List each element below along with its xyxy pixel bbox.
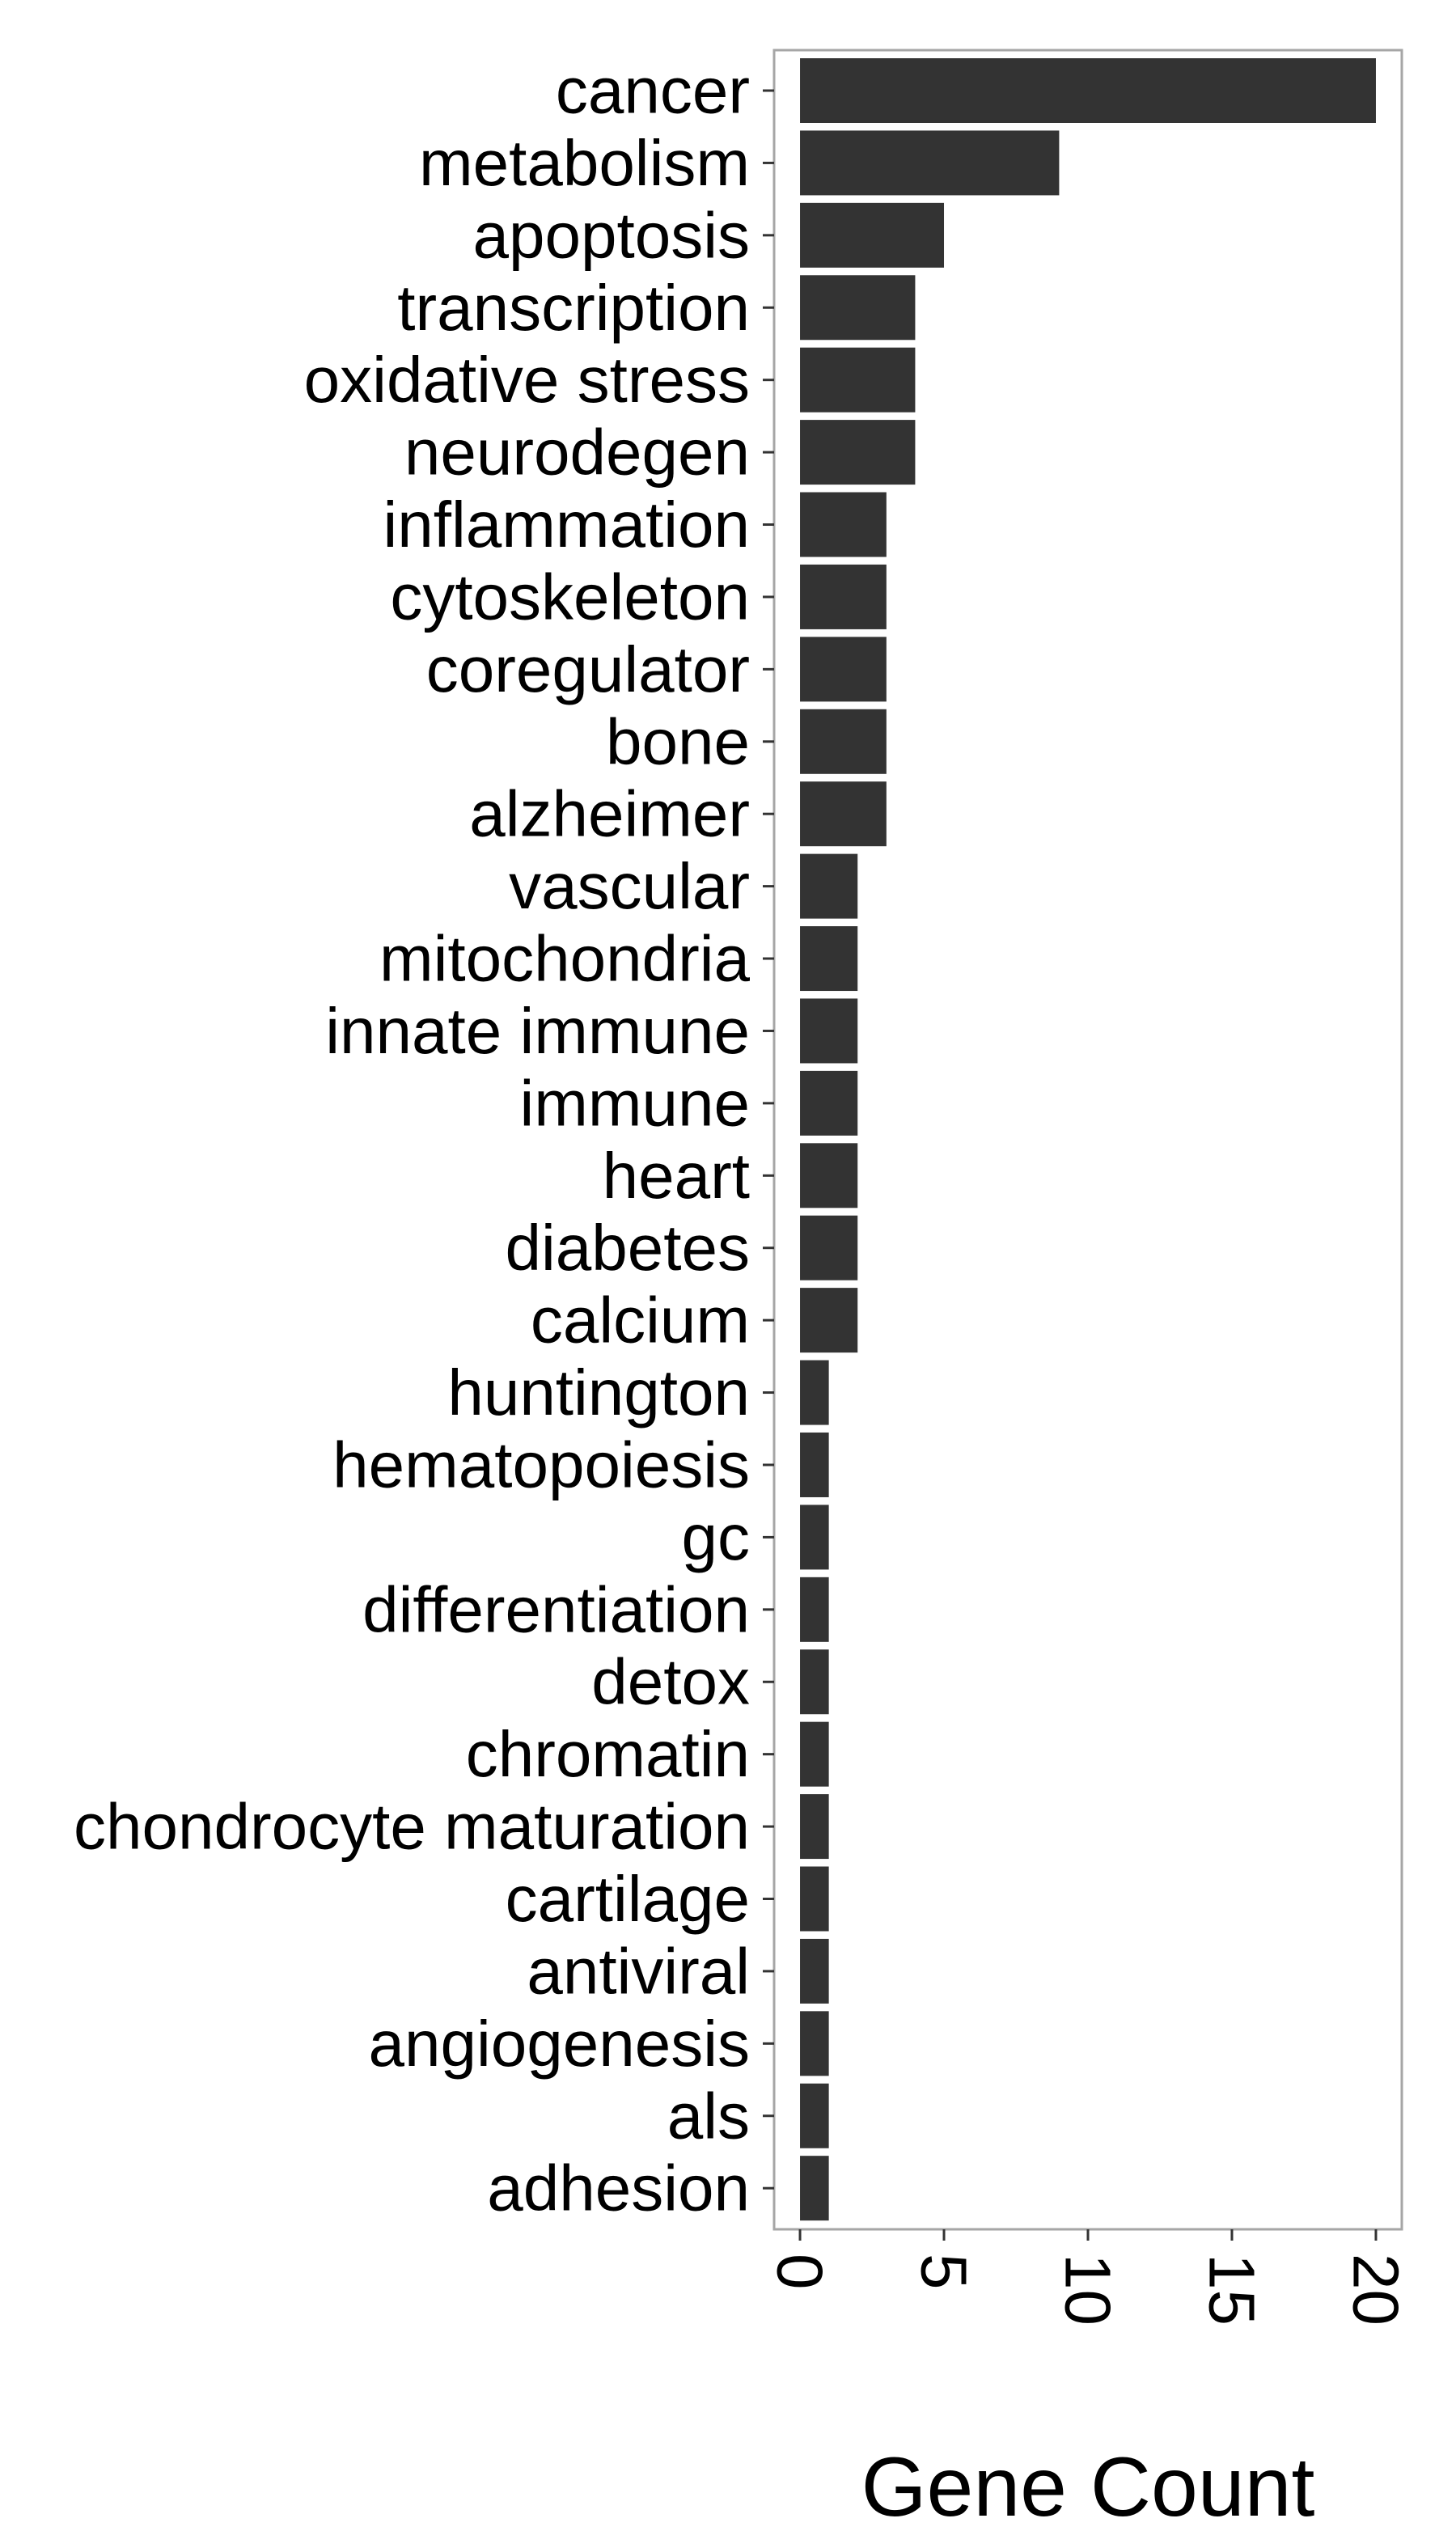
y-tick-label: huntington xyxy=(447,1357,750,1428)
bar xyxy=(800,1432,829,1497)
bar xyxy=(800,1866,829,1932)
bar xyxy=(800,2083,829,2148)
y-tick-label: antiviral xyxy=(527,1935,750,2007)
y-tick-label: transcription xyxy=(397,272,750,344)
x-tick-label: 0 xyxy=(764,2254,836,2290)
y-tick-label: apoptosis xyxy=(473,199,750,271)
x-tick-label: 15 xyxy=(1196,2254,1268,2326)
bar xyxy=(800,420,916,485)
y-tick-label: cartilage xyxy=(506,1863,750,1935)
plot-panel xyxy=(772,49,1403,2231)
y-tick-label: mitochondria xyxy=(379,923,751,995)
bar xyxy=(800,1794,829,1860)
y-tick-label: differentiation xyxy=(362,1573,750,1645)
y-tick-label: cancer xyxy=(556,55,750,127)
bar xyxy=(800,347,916,413)
y-tick-label: metabolism xyxy=(419,127,750,199)
bar xyxy=(800,1577,829,1642)
bar xyxy=(800,1649,829,1715)
bar xyxy=(800,1143,858,1208)
y-tick-label: gc xyxy=(682,1501,751,1573)
bar xyxy=(800,2011,829,2076)
bar xyxy=(800,998,858,1064)
x-tick-label: 10 xyxy=(1052,2254,1124,2326)
bar xyxy=(800,1288,858,1353)
bar xyxy=(800,781,887,847)
y-tick-label: bone xyxy=(606,705,750,777)
bar xyxy=(800,853,858,919)
y-tick-label: chondrocyte maturation xyxy=(74,1791,750,1863)
y-tick-label: vascular xyxy=(509,850,750,922)
y-tick-label: diabetes xyxy=(506,1212,750,1284)
bar xyxy=(800,1360,829,1425)
y-tick-label: innate immune xyxy=(325,995,750,1067)
bar xyxy=(800,1721,829,1787)
y-tick-label: alzheimer xyxy=(469,778,750,850)
x-axis: 0 5 10 15 20 xyxy=(764,2229,1412,2326)
y-tick-label: inflammation xyxy=(383,489,750,561)
bar xyxy=(800,1505,829,1570)
y-axis: cancermetabolismapoptosistranscriptionox… xyxy=(74,55,774,2224)
bar xyxy=(800,564,887,629)
x-axis-title: Gene Count xyxy=(861,2440,1315,2534)
x-tick-label: 20 xyxy=(1340,2254,1412,2326)
y-tick-label: als xyxy=(667,2080,750,2152)
y-tick-label: heart xyxy=(603,1140,750,1212)
bar xyxy=(800,492,887,557)
y-tick-label: neurodegen xyxy=(404,417,750,489)
bar xyxy=(800,709,887,774)
y-tick-label: oxidative stress xyxy=(304,344,750,416)
bar xyxy=(800,202,945,268)
y-tick-label: chromatin xyxy=(466,1718,750,1790)
bar xyxy=(800,926,858,992)
y-tick-label: hematopoiesis xyxy=(332,1428,750,1500)
bar xyxy=(800,1070,858,1136)
bar xyxy=(800,130,1060,196)
y-tick-label: calcium xyxy=(531,1285,750,1357)
y-tick-label: immune xyxy=(519,1067,750,1139)
bar xyxy=(800,1215,858,1280)
bar xyxy=(800,2156,829,2221)
bar-layer xyxy=(800,58,1376,2221)
bar xyxy=(800,1938,829,2004)
y-tick-label: coregulator xyxy=(426,633,750,705)
y-tick-label: detox xyxy=(591,1646,750,1718)
y-tick-label: cytoskeleton xyxy=(390,561,750,633)
bar xyxy=(800,637,887,702)
bar xyxy=(800,58,1376,123)
y-tick-label: angiogenesis xyxy=(369,2008,750,2080)
bar xyxy=(800,275,916,341)
y-tick-label: adhesion xyxy=(487,2152,750,2224)
x-tick-label: 5 xyxy=(908,2254,980,2290)
